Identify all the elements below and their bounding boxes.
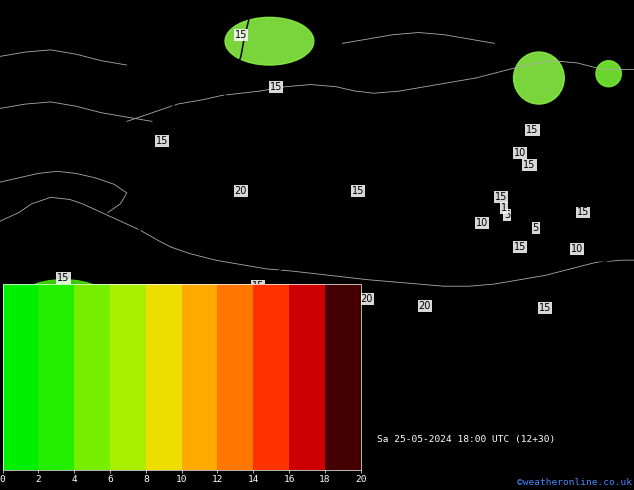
Text: Temperature 2m Spread mean+σ [°C] ECMWF: Temperature 2m Spread mean+σ [°C] ECMWF (3, 435, 227, 444)
Text: 20: 20 (360, 294, 373, 304)
Text: 15: 15 (155, 136, 168, 146)
Text: 5: 5 (533, 222, 539, 233)
Text: 20: 20 (235, 186, 247, 196)
Ellipse shape (596, 61, 621, 87)
Text: 10: 10 (571, 245, 583, 254)
Ellipse shape (174, 308, 250, 356)
Text: 20: 20 (127, 301, 139, 311)
Text: 20: 20 (311, 290, 323, 300)
Ellipse shape (222, 323, 273, 358)
Text: 10: 10 (514, 147, 526, 158)
Text: Sa 25-05-2024 18:00 UTC (12+30): Sa 25-05-2024 18:00 UTC (12+30) (377, 435, 555, 444)
Text: 5: 5 (504, 210, 510, 220)
Ellipse shape (260, 338, 298, 364)
Text: 15: 15 (269, 82, 282, 92)
Text: 15: 15 (48, 318, 60, 328)
Ellipse shape (514, 52, 564, 104)
Text: 25: 25 (304, 403, 317, 413)
Text: 10: 10 (476, 219, 488, 228)
Text: 15: 15 (57, 307, 70, 317)
Text: 15: 15 (57, 272, 70, 283)
Text: 15: 15 (352, 186, 365, 196)
Text: 20: 20 (418, 301, 431, 311)
Text: 15: 15 (577, 207, 590, 218)
Text: 15: 15 (235, 30, 247, 40)
Text: 15: 15 (523, 160, 536, 170)
Text: 15: 15 (495, 192, 507, 202)
Text: 1: 1 (501, 203, 507, 213)
Ellipse shape (282, 347, 314, 368)
Text: Paris: Paris (365, 153, 390, 163)
Text: 15: 15 (526, 125, 539, 135)
Text: 15: 15 (539, 303, 552, 313)
Ellipse shape (225, 17, 314, 65)
Text: 15: 15 (252, 281, 264, 291)
Text: ©weatheronline.co.uk: ©weatheronline.co.uk (517, 478, 632, 487)
Ellipse shape (57, 308, 133, 351)
Text: 15: 15 (514, 242, 526, 252)
Ellipse shape (13, 280, 114, 332)
